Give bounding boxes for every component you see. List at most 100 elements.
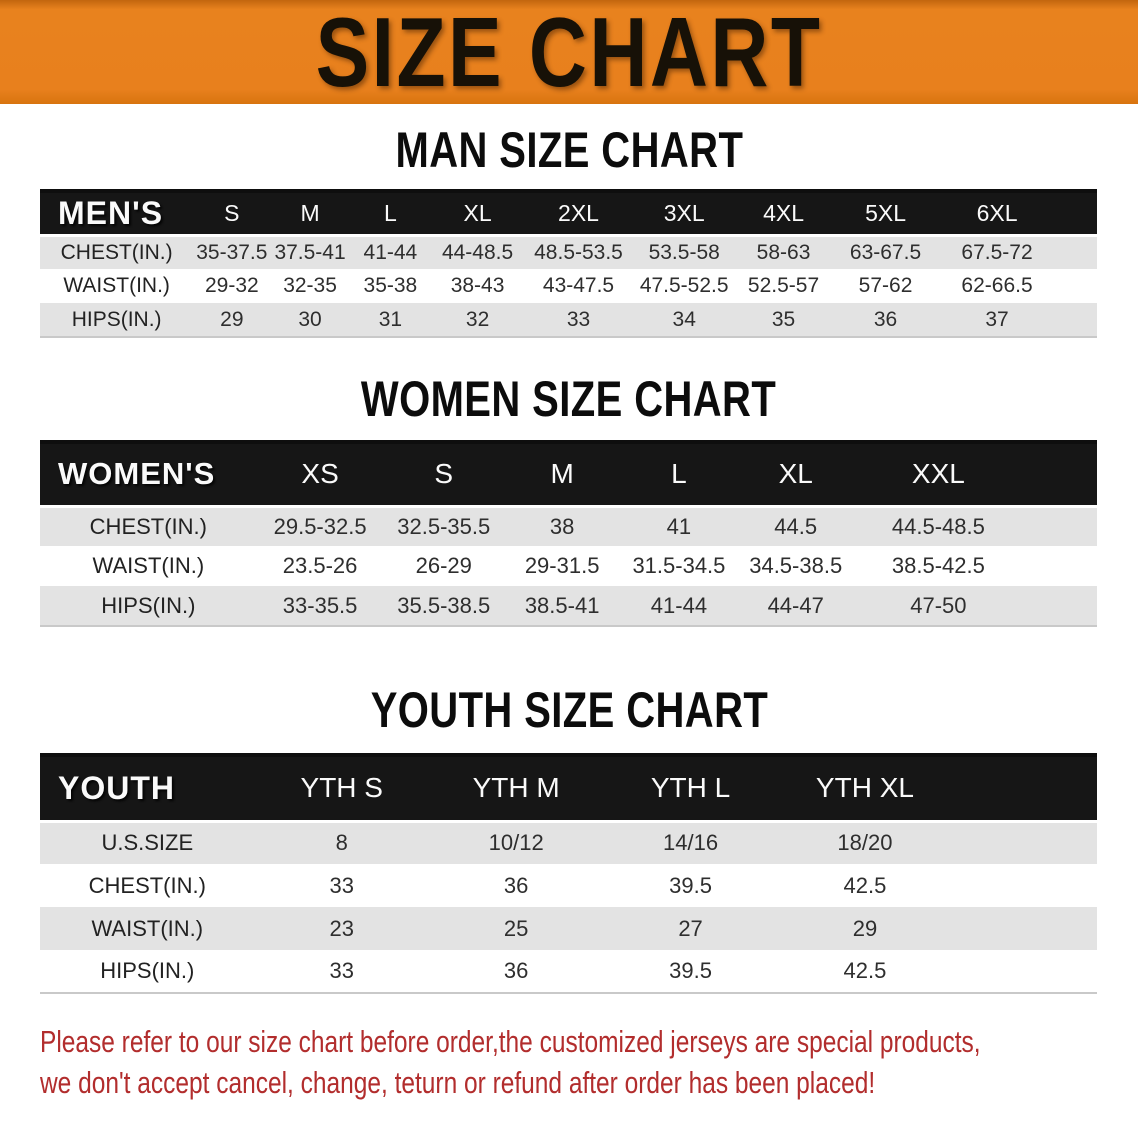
size-value: 62-66.5	[961, 274, 1033, 297]
table-row: U.S.SIZE 8 10/12 14/16 18/20	[40, 819, 1097, 864]
size-value: 35.5-38.5	[383, 586, 504, 626]
row-spacer	[1054, 303, 1097, 337]
size-value: 36	[503, 872, 529, 898]
row-label: HIPS(IN.)	[100, 958, 195, 983]
table-row: HIPS(IN.) 33-35.5 35.5-38.5 38.5-41 41-44 44-…	[40, 586, 1097, 626]
table-row: WAIST(IN.) 29-32 32-35 35-38 38-43 43-47.5 47.…	[40, 269, 1097, 303]
column-header: YTH M	[428, 753, 604, 821]
size-value: 36	[831, 303, 940, 337]
man-size-chart-heading: MAN SIZE CHART	[0, 125, 1138, 175]
size-value: 33	[329, 958, 355, 983]
column-header: L	[620, 440, 738, 506]
size-value: 27	[603, 907, 778, 950]
row-spacer	[952, 819, 1097, 864]
youth-size-chart-heading-text: YOUTH SIZE CHART	[370, 682, 768, 738]
size-value: 39.5	[669, 958, 712, 983]
size-value: 10/12	[428, 819, 604, 864]
size-value: 37.5-41	[270, 233, 350, 269]
man-size-table-wrap: MEN'S S M L XL 2XL 3XL 4XL 5XL 6XL CHEST(IN.) 35-37…	[40, 189, 1097, 338]
size-value: 44-47	[737, 586, 854, 626]
women-size-table: WOMEN'S XS S M L XL XXL CHEST(IN.) 29.5-32.5 32.5…	[40, 440, 1097, 627]
size-value: 67.5-72	[939, 233, 1055, 269]
size-value: 26-29	[415, 553, 472, 578]
table-row: HIPS(IN.) 29 30 31 32 33 34 35 36 37	[40, 303, 1097, 337]
size-value: 30	[270, 303, 350, 337]
disclaimer-line-2: we don't accept cancel, change, teturn o…	[40, 1064, 876, 1100]
row-label: HIPS(IN.)	[40, 303, 194, 337]
size-value: 58-63	[735, 233, 832, 269]
column-header: L	[349, 189, 432, 235]
size-value: 35	[735, 303, 832, 337]
row-label: U.S.SIZE	[40, 819, 255, 864]
size-value: 14/16	[603, 819, 778, 864]
column-header: 4XL	[735, 189, 832, 235]
size-value: 34.5-38.5	[749, 553, 843, 578]
column-header: YTH S	[254, 753, 429, 821]
header-spacer	[1022, 440, 1097, 506]
column-header: S	[193, 189, 271, 235]
column-header: XL	[431, 189, 525, 235]
men-header-row: MEN'S S M L XL 2XL 3XL 4XL 5XL 6XL	[40, 189, 1097, 235]
size-value: 32-35	[283, 274, 337, 297]
man-size-chart-heading-text: MAN SIZE CHART	[395, 122, 743, 178]
row-label: HIPS(IN.)	[40, 586, 257, 626]
size-value: 39.5	[669, 872, 712, 898]
column-header: XL	[737, 440, 854, 506]
size-value: 44.5-48.5	[853, 504, 1023, 546]
size-value: 33	[329, 872, 355, 898]
size-value: 47-50	[853, 586, 1023, 626]
row-spacer	[1023, 546, 1097, 586]
size-value: 33	[524, 303, 633, 337]
column-header: YTH L	[603, 753, 778, 821]
disclaimer: Please refer to our size chart before or…	[40, 1022, 1098, 1104]
size-value: 38	[504, 504, 621, 546]
row-spacer	[1055, 269, 1097, 303]
row-spacer	[1022, 586, 1097, 626]
size-value: 29	[193, 303, 271, 337]
column-header: 5XL	[831, 189, 940, 235]
size-value: 38-43	[450, 274, 505, 297]
size-value: 29-32	[204, 274, 259, 297]
size-value: 31	[349, 303, 432, 337]
table-row: WAIST(IN.) 23 25 27 29	[40, 907, 1097, 950]
women-header-row: WOMEN'S XS S M L XL XXL	[40, 440, 1097, 506]
size-value: 41-44	[620, 586, 738, 626]
men-table-label: MEN'S	[40, 189, 194, 235]
size-value: 38.5-41	[504, 586, 621, 626]
row-spacer	[1022, 504, 1097, 546]
women-size-chart-heading-text: WOMEN SIZE CHART	[361, 371, 777, 427]
row-spacer	[952, 864, 1097, 907]
table-row: WAIST(IN.) 23.5-26 26-29 29-31.5 31.5-34.5 34…	[40, 546, 1097, 586]
size-value: 57-62	[858, 274, 913, 297]
row-label: CHEST(IN.)	[40, 504, 257, 546]
size-value: 23.5-26	[282, 553, 358, 578]
size-chart-banner: SIZE CHART	[0, 0, 1138, 104]
women-table-label: WOMEN'S	[40, 440, 257, 506]
column-header: S	[383, 440, 504, 506]
row-spacer	[952, 907, 1097, 950]
row-spacer	[952, 950, 1097, 993]
size-value: 41-44	[349, 233, 432, 269]
size-value: 53.5-58	[632, 233, 736, 269]
size-value: 44.5	[737, 504, 854, 546]
size-value: 47.5-52.5	[639, 274, 729, 297]
youth-size-table: YOUTH YTH S YTH M YTH L YTH XL U.S.SIZE 8 10/12…	[40, 753, 1097, 994]
row-label: CHEST(IN.)	[88, 872, 206, 898]
youth-size-table-wrap: YOUTH YTH S YTH M YTH L YTH XL U.S.SIZE 8 10/12…	[40, 753, 1097, 994]
row-label: WAIST(IN.)	[63, 274, 170, 297]
column-header: 3XL	[632, 189, 736, 235]
size-value: 36	[503, 958, 529, 983]
size-value: 32	[431, 303, 525, 337]
youth-table-label: YOUTH	[40, 753, 255, 821]
size-value: 32.5-35.5	[383, 504, 504, 546]
table-row: HIPS(IN.) 33 36 39.5 42.5	[40, 950, 1097, 993]
size-value: 42.5	[843, 872, 887, 898]
size-value: 33-35.5	[256, 586, 384, 626]
size-value: 31.5-34.5	[632, 553, 726, 578]
size-value: 42.5	[843, 958, 887, 983]
size-value: 37	[939, 303, 1055, 337]
size-value: 34	[632, 303, 736, 337]
disclaimer-line-1: Please refer to our size chart before or…	[40, 1024, 981, 1059]
women-size-table-wrap: WOMEN'S XS S M L XL XXL CHEST(IN.) 29.5-32.5 32.5…	[40, 440, 1097, 627]
